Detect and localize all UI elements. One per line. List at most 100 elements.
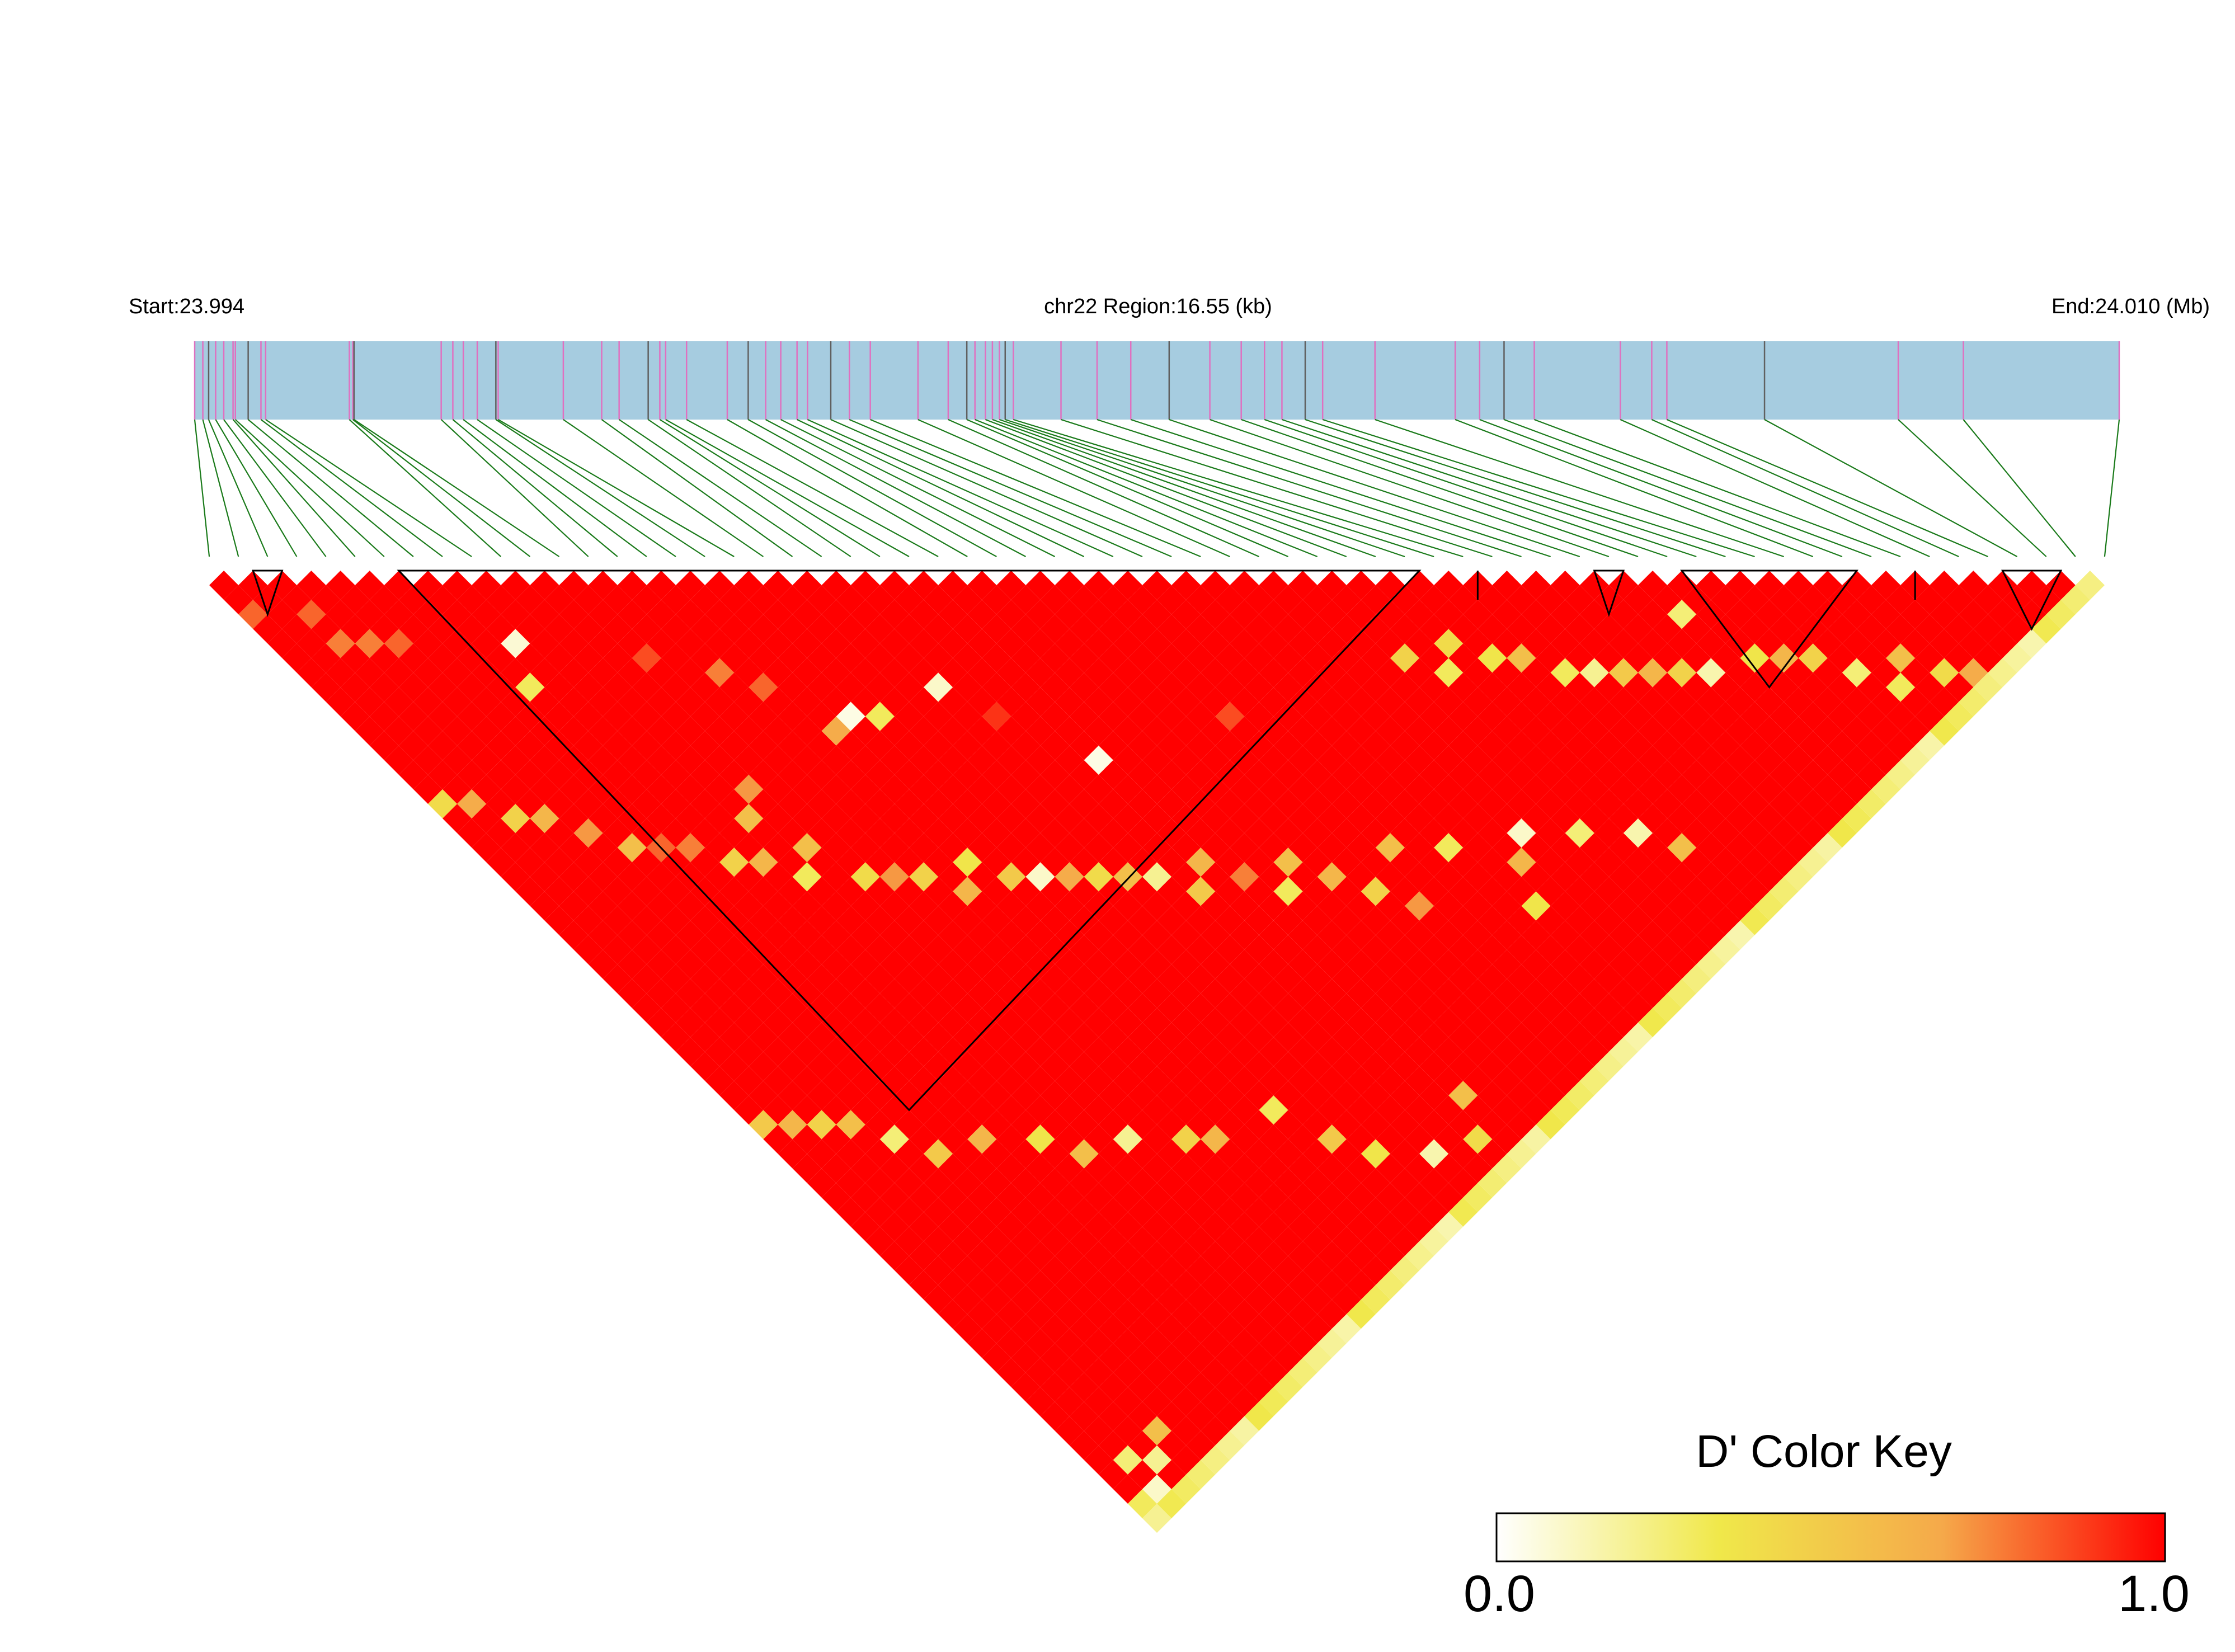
ld-cell bbox=[1579, 862, 1609, 892]
ld-cell bbox=[501, 687, 530, 717]
ld-cell bbox=[573, 906, 603, 935]
ld-cell bbox=[938, 1241, 968, 1270]
ld-cell bbox=[443, 629, 472, 658]
ld-cell bbox=[267, 571, 297, 600]
ld-cell bbox=[1871, 571, 1901, 600]
ld-cell bbox=[501, 716, 530, 746]
ld-cell bbox=[1579, 1008, 1609, 1037]
ld-cell bbox=[1113, 891, 1142, 921]
ld-cell bbox=[850, 1183, 880, 1212]
ld-cell bbox=[879, 1066, 909, 1096]
ld-cell bbox=[398, 702, 428, 731]
ld-cell bbox=[238, 571, 268, 600]
ld-cell bbox=[1346, 891, 1376, 921]
ld-cell bbox=[1463, 1037, 1493, 1067]
ld-cell bbox=[1171, 1037, 1201, 1067]
ld-cell bbox=[603, 848, 632, 877]
ld-cell bbox=[967, 1066, 997, 1096]
ld-cell bbox=[472, 745, 501, 775]
ld-cell bbox=[603, 643, 632, 673]
ld-cell bbox=[967, 803, 997, 834]
ld-cell bbox=[1113, 1154, 1142, 1183]
ld-cell bbox=[967, 1270, 997, 1300]
ld-cell bbox=[1084, 1008, 1113, 1037]
ld-cell bbox=[1346, 1124, 1376, 1154]
ld-cell bbox=[996, 1037, 1026, 1067]
ld-cell bbox=[1113, 1300, 1142, 1329]
ld-cell bbox=[1521, 716, 1551, 746]
ld-cell bbox=[763, 629, 793, 658]
ld-cell bbox=[1653, 585, 1682, 615]
ld-cell bbox=[472, 687, 501, 717]
ld-cell bbox=[1055, 658, 1084, 688]
ld-cell bbox=[1521, 920, 1551, 950]
ld-cell bbox=[1769, 643, 1799, 673]
ld-cell bbox=[1230, 920, 1259, 950]
ld-cell bbox=[1230, 687, 1259, 717]
ld-cell bbox=[1405, 862, 1434, 892]
ld-cell bbox=[1711, 585, 1740, 615]
ld-cell bbox=[1230, 1037, 1259, 1067]
ld-cell bbox=[1521, 891, 1551, 921]
ld-cell bbox=[705, 774, 735, 804]
ld-cell bbox=[573, 731, 603, 760]
ld-cell bbox=[763, 600, 793, 629]
ld-cell bbox=[1521, 1037, 1551, 1067]
ld-cell bbox=[938, 658, 968, 688]
ld-cell bbox=[1579, 745, 1609, 775]
ld-cell bbox=[705, 803, 735, 834]
ld-cell bbox=[967, 1095, 997, 1125]
ld-cell bbox=[1084, 1329, 1113, 1358]
ld-cell bbox=[1856, 789, 1886, 819]
region-start-label: Start:23.994 bbox=[129, 295, 244, 318]
ld-cell bbox=[1288, 891, 1318, 921]
snp-connector-line bbox=[619, 419, 822, 557]
ld-cell bbox=[1113, 803, 1142, 834]
ld-cell bbox=[1055, 862, 1084, 892]
ld-cell bbox=[967, 600, 997, 629]
ld-cell bbox=[501, 862, 530, 892]
ld-cell bbox=[1055, 571, 1084, 600]
ld-cell bbox=[1171, 745, 1201, 775]
ld-cell bbox=[1055, 1270, 1084, 1300]
ld-cell bbox=[340, 643, 370, 673]
ld-cell bbox=[1113, 1212, 1142, 1241]
ld-cell bbox=[1084, 571, 1113, 600]
ld-cell bbox=[1463, 600, 1493, 629]
ld-cell bbox=[763, 745, 793, 775]
ld-cell bbox=[1434, 571, 1464, 600]
ld-cell bbox=[1055, 1387, 1084, 1416]
ld-cell bbox=[938, 687, 968, 717]
ld-cell bbox=[676, 833, 705, 863]
ld-cell bbox=[1711, 877, 1740, 906]
ld-cell bbox=[792, 571, 822, 600]
ld-cell bbox=[603, 818, 632, 848]
snp-connector-line bbox=[1013, 418, 1464, 558]
snp-connector-line bbox=[1282, 418, 1697, 558]
ld-cell bbox=[1025, 571, 1055, 600]
ld-cell bbox=[909, 1154, 939, 1183]
ld-cell bbox=[1171, 1008, 1201, 1037]
snp-connector-line bbox=[1130, 418, 1551, 558]
ld-cell bbox=[1055, 774, 1084, 804]
ld-cell bbox=[1521, 803, 1551, 834]
ld-cell bbox=[734, 600, 764, 629]
ld-cell bbox=[530, 891, 559, 921]
ld-cell bbox=[850, 1212, 880, 1241]
ld-cell bbox=[763, 978, 793, 1008]
ld-cell bbox=[1711, 818, 1740, 848]
ld-cell bbox=[573, 672, 603, 702]
ld-cell bbox=[1579, 600, 1609, 629]
ld-cell bbox=[1521, 600, 1551, 629]
ld-cell bbox=[1288, 1241, 1318, 1270]
ld-cell bbox=[1886, 643, 1916, 673]
ld-cell bbox=[879, 571, 909, 600]
color-key-title: D' Color Key bbox=[1696, 1426, 1952, 1477]
ld-cell bbox=[1230, 1241, 1259, 1270]
ld-cell bbox=[1579, 571, 1609, 600]
ld-cell bbox=[1288, 716, 1318, 746]
ld-cell bbox=[792, 920, 822, 950]
ld-cell bbox=[996, 1095, 1026, 1125]
snp-connector-line bbox=[1097, 418, 1522, 558]
ld-cell bbox=[1827, 760, 1857, 789]
